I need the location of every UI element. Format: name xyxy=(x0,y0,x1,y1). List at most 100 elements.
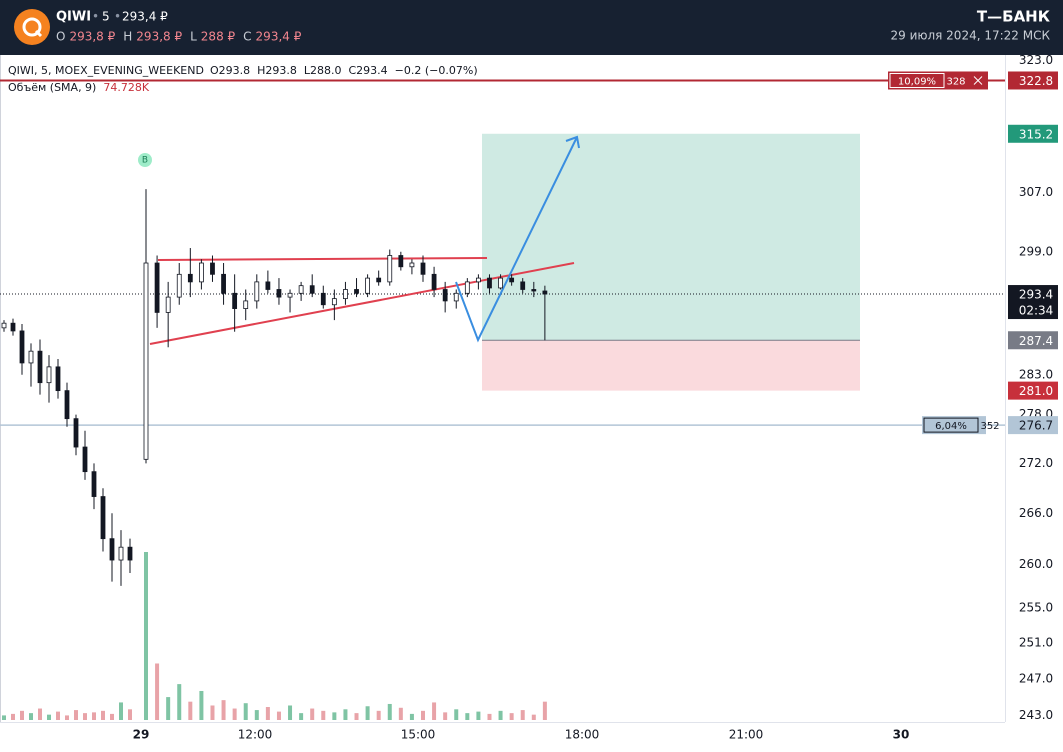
price-badge-label: 276.7 xyxy=(1019,419,1053,433)
price-badge-label: 281.0 xyxy=(1019,384,1053,398)
volume-bar xyxy=(321,710,326,720)
volume-bar xyxy=(155,663,160,720)
x-tick-label: 12:00 xyxy=(238,728,273,742)
volume-bar xyxy=(365,706,370,720)
volume-bar xyxy=(92,712,96,720)
candle-body xyxy=(232,292,238,309)
volume-bar xyxy=(210,705,215,720)
logo-mark xyxy=(34,29,43,38)
candle-body xyxy=(118,546,124,561)
candle-body xyxy=(100,496,106,540)
volume-label: Объём (SMA, 9) xyxy=(8,81,96,94)
candle-body xyxy=(309,285,315,294)
y-tick-label: 251.0 xyxy=(1019,636,1053,650)
candle-body xyxy=(187,273,193,283)
volume-value: 74.728K xyxy=(103,81,149,94)
volume-bar xyxy=(243,703,248,720)
volume-bar xyxy=(465,713,470,720)
ohlc-label: C xyxy=(243,30,251,44)
price-badge xyxy=(1008,416,1058,435)
candle-body xyxy=(320,292,326,306)
logo-mark xyxy=(22,17,42,37)
candle-body xyxy=(420,262,426,275)
legend-ohlc: C293.4 xyxy=(348,64,387,77)
volume-bar xyxy=(487,713,492,720)
legend-ohlc: H293.8 xyxy=(257,64,297,77)
volume-bar xyxy=(56,711,60,720)
y-tick-label: 255.0 xyxy=(1019,600,1053,614)
candle-body xyxy=(442,289,448,302)
candle-body xyxy=(55,366,61,392)
volume-bar xyxy=(276,711,281,720)
volume-bar xyxy=(443,712,448,720)
volume-bar xyxy=(221,700,226,720)
candle-body xyxy=(165,296,171,313)
volume-bar xyxy=(188,701,193,720)
candle-body xyxy=(91,471,97,497)
drawings xyxy=(0,79,1005,426)
candle-body xyxy=(453,292,459,302)
volume-bar xyxy=(531,714,536,720)
volume-bar xyxy=(101,710,105,720)
x-tick-label: 30 xyxy=(893,728,910,742)
y-tick-label: 299.0 xyxy=(1019,244,1053,258)
candle-body xyxy=(10,322,16,332)
candle-body xyxy=(331,298,337,306)
candle-body xyxy=(127,546,133,561)
volume-bar xyxy=(83,713,87,720)
ohlc-value: 293,8 ₽ xyxy=(136,30,182,44)
volume-bar xyxy=(232,708,237,720)
candle-body xyxy=(409,262,415,268)
legend-ohlc: L288.0 xyxy=(304,64,342,77)
candle-body xyxy=(82,446,88,473)
volume-bar xyxy=(432,702,437,720)
candle-body xyxy=(64,390,70,420)
ohlc-label: O xyxy=(56,30,65,44)
candle-body xyxy=(398,255,404,268)
volume-bar xyxy=(2,715,6,720)
logo xyxy=(14,9,50,45)
candle-body xyxy=(19,330,25,364)
volume-bar xyxy=(454,709,459,720)
profit-zone xyxy=(482,133,860,341)
candle-body xyxy=(1,322,7,329)
ohlc-label: L xyxy=(190,30,197,44)
volume-bar xyxy=(11,713,15,720)
volume-bar xyxy=(20,710,24,720)
level-info xyxy=(888,71,988,90)
candle-body xyxy=(498,277,503,289)
candle-body xyxy=(176,273,182,298)
volume-bar xyxy=(310,708,315,720)
x-tick-label: 15:00 xyxy=(401,728,436,742)
level-percent: 6,04% xyxy=(935,421,967,432)
ohlc-value: 293,4 ₽ xyxy=(256,30,302,44)
price-badge xyxy=(1008,285,1058,320)
price-badge-label: 287.4 xyxy=(1019,334,1053,348)
ohlc-value: 288 ₽ xyxy=(201,30,236,44)
candle-body xyxy=(210,262,215,275)
price-badge xyxy=(1008,124,1058,143)
volume-bar xyxy=(74,710,78,720)
volume-bar xyxy=(398,707,403,720)
candle-body xyxy=(376,277,382,283)
price-badge xyxy=(1008,71,1058,90)
y-tick-label: 307.0 xyxy=(1019,185,1053,199)
price-badge xyxy=(1008,331,1058,350)
candle-body xyxy=(464,281,470,294)
y-tick-label: 272.0 xyxy=(1019,456,1053,470)
candle-body xyxy=(221,273,226,294)
ohlc-label: H xyxy=(123,30,132,44)
legend: QIWI, 5, MOEX_EVENING_WEEKEND Объём (SMA… xyxy=(8,64,478,94)
volume-bar xyxy=(343,709,348,720)
level-percent: 10,09% xyxy=(898,76,936,87)
level-bars: 352 xyxy=(980,421,999,432)
price-badge-label: 315.2 xyxy=(1019,127,1053,141)
volume-bar xyxy=(119,702,123,720)
candle-body xyxy=(46,366,52,384)
candle-body xyxy=(243,300,249,309)
projection-arrow xyxy=(455,136,578,343)
volume-bar xyxy=(29,713,33,720)
y-tick-label: 323.0 xyxy=(1019,53,1053,67)
